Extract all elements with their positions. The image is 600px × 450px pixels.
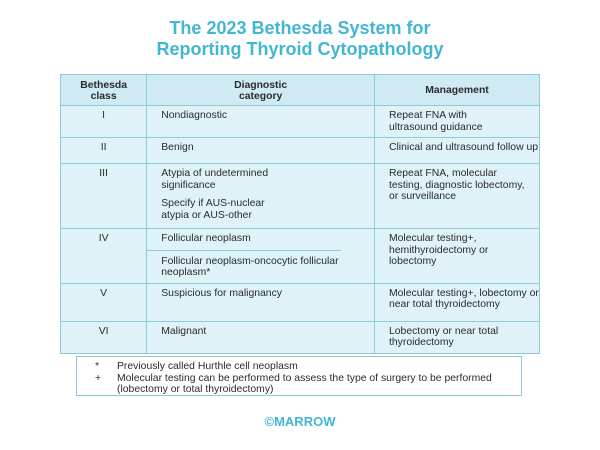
row-category-subtext: Specify if AUS-nuclear atypia or AUS-oth…	[161, 198, 265, 221]
header-category: Diagnostic category	[146, 74, 375, 106]
row-category: Nondiagnostic	[146, 105, 375, 138]
row-category-text: Follicular neoplasm	[161, 233, 251, 244]
row-management-text: Molecular testing+, hemithyroidectomy or…	[389, 233, 489, 267]
table-row: III Atypia of undetermined significance …	[59, 163, 540, 229]
footnote-text: Previously called Hurthle cell neoplasm	[117, 361, 298, 372]
footnote-text: Molecular testing can be performed to as…	[117, 372, 492, 396]
row-category: Atypia of undetermined significance Spec…	[146, 163, 375, 229]
footnote: + Molecular testing can be performed to …	[77, 373, 521, 396]
header-class: Bethesda class	[59, 74, 148, 106]
row-management: Clinical and ultrasound follow up	[374, 137, 540, 164]
row-management: Repeat FNA, molecular testing, diagnosti…	[374, 163, 540, 229]
row-management-text: Repeat FNA, molecular testing, diagnosti…	[389, 168, 525, 202]
row-management-text: Repeat FNA with ultrasound guidance	[389, 110, 483, 133]
row-category: Malignant	[146, 320, 375, 354]
row-class: VI	[59, 320, 148, 354]
header-category-label: Diagnostic category	[234, 79, 288, 103]
page-title: The 2023 Bethesda System for Reporting T…	[0, 18, 600, 60]
row-category: Suspicious for malignancy	[146, 282, 375, 322]
row-management-text: Clinical and ultrasound follow up	[389, 142, 539, 153]
title-line-2: Reporting Thyroid Cytopathology	[156, 39, 444, 59]
header-class-label: Bethesda class	[80, 79, 128, 103]
row-management: Repeat FNA with ultrasound guidance	[374, 105, 540, 138]
footnote-symbol: *	[95, 361, 100, 372]
row-category: Follicular neoplasm Follicular neoplasm-…	[146, 228, 375, 284]
row-class: III	[59, 163, 148, 229]
table-row: II Benign Clinical and ultrasound follow…	[59, 137, 540, 164]
footnote: * Previously called Hurthle cell neoplas…	[77, 361, 521, 373]
row-class: V	[59, 282, 148, 322]
row-class: I	[59, 105, 148, 138]
row-class: IV	[59, 228, 148, 284]
row-category-subtext: Follicular neoplasm-oncocytic follicular…	[147, 249, 342, 279]
bethesda-table: Bethesda class Diagnostic category Manag…	[59, 74, 540, 354]
footnote-symbol: +	[95, 372, 102, 384]
row-management-text: Molecular testing+, lobectomy or near to…	[389, 287, 539, 311]
title-line-1: The 2023 Bethesda System for	[169, 18, 431, 38]
table-row: I Nondiagnostic Repeat FNA with ultrasou…	[59, 105, 540, 138]
table-row: VI Malignant Lobectomy or near total thy…	[59, 320, 540, 354]
brand-logo: ©MARROW	[264, 414, 336, 429]
row-management: Molecular testing+, lobectomy or near to…	[374, 282, 540, 322]
row-category: Benign	[146, 137, 375, 164]
row-management: Molecular testing+, hemithyroidectomy or…	[374, 228, 540, 284]
row-management: Lobectomy or near total thyroidectomy	[374, 320, 540, 354]
table-row: V Suspicious for malignancy Molecular te…	[59, 282, 540, 322]
header-management: Management	[374, 74, 540, 106]
row-management-text: Lobectomy or near total thyroidectomy	[389, 325, 499, 349]
table-row: IV Follicular neoplasm Follicular neopla…	[59, 228, 540, 284]
row-category-text: Atypia of undetermined significance	[161, 168, 269, 191]
footnotes-box: * Previously called Hurthle cell neoplas…	[76, 356, 522, 396]
row-class: II	[59, 137, 148, 164]
table-header-row: Bethesda class Diagnostic category Manag…	[59, 74, 540, 106]
